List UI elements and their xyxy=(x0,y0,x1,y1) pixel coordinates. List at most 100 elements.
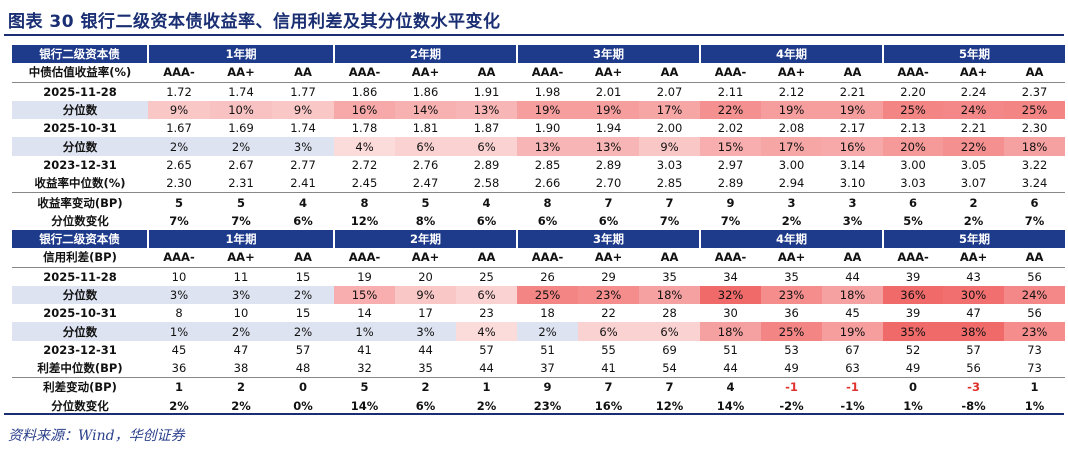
table-cell: 48 xyxy=(272,359,335,379)
section-header-row: 银行二级资本债 1年期 2年期 3年期 4年期 5年期 xyxy=(12,45,1066,64)
table-cell: 6% xyxy=(456,285,518,305)
table-cell: 6% xyxy=(598,213,619,228)
table-cell: 1.94 xyxy=(595,121,622,136)
period-header: 1年期 xyxy=(146,229,335,249)
grade-header: AA xyxy=(1025,250,1044,265)
table-cell: 22% xyxy=(943,137,1005,156)
table-cell: 4 xyxy=(726,380,735,395)
table-cell: 2 xyxy=(236,380,245,395)
table-cell: 25% xyxy=(1004,100,1066,120)
source-note: 资料来源：Wind，华创证券 xyxy=(8,428,185,444)
row-label: 2025-11-28 xyxy=(12,266,148,286)
table-cell: 55 xyxy=(601,342,616,357)
table-row: 分位数变化 2% 2% 0% 14% 6% 2% 23% 16% 12% 14% -2% -1% 1% -8… xyxy=(12,397,1065,415)
grade-header: AAA- xyxy=(163,65,195,80)
grade-header: AA xyxy=(660,250,679,265)
table-cell: 3.05 xyxy=(960,157,987,172)
table-cell: 2.77 xyxy=(290,157,316,172)
table-row: 2025-11-28 1.72 1.74 1.77 1.86 1.86 1.91 1.98 2.… xyxy=(12,81,1066,101)
grade-header: AA+ xyxy=(227,65,255,80)
table-cell: 0% xyxy=(293,398,313,413)
table-cell: 44 xyxy=(700,359,762,379)
table-cell: 7% xyxy=(659,213,680,228)
table-cell: 2.70 xyxy=(578,174,640,194)
table-cell: 15% xyxy=(700,137,762,156)
table-cell: 57 xyxy=(479,342,494,357)
table-cell: 43 xyxy=(943,266,1005,286)
grade-header-row: 信用利差(BP) AAA- AA+ AA AAA- AA+ AA AAA- AA+ AA AAA- A… xyxy=(12,248,1065,267)
table-cell: 22% xyxy=(700,100,762,120)
table-cell: 39 xyxy=(905,306,921,321)
table-cell: 1.74 xyxy=(210,81,272,101)
table-cell: 56 xyxy=(1027,306,1042,321)
table-row: 2025-10-31 8 10 15 14 17 23 18 22 28 30 36 45 39 47 56 xyxy=(12,304,1065,322)
table-cell: 12% xyxy=(350,213,379,228)
table-cell: 2% xyxy=(210,137,272,156)
table-cell: 36 xyxy=(784,306,799,321)
table-cell: 6% xyxy=(456,137,518,156)
table-row: 利差中位数(BP) 36 38 48 32 35 44 37 41 54 44 49 63 49 56 73 xyxy=(12,359,1066,379)
period-header: 5年期 xyxy=(882,45,1066,64)
grade-header-row: 中债估值收益率(%) AAA- AA+ AA AAA- AA+ AA AAA- AA+ AA AAA… xyxy=(12,63,1065,82)
section-label: 银行二级资本债 xyxy=(12,45,148,64)
table-cell: 3.10 xyxy=(822,174,884,194)
table-cell: 18% xyxy=(700,322,762,341)
table-cell: 2.08 xyxy=(778,121,805,136)
grade-header: AA+ xyxy=(959,250,988,265)
table-cell: 36% xyxy=(883,285,944,305)
table-cell: 54 xyxy=(639,359,701,379)
table-cell: 3.03 xyxy=(883,174,944,194)
yield-spread-table: 银行二级资本债 1年期 2年期 3年期 4年期 5年期 中债估值收益率(%) AAA- AA+ A… xyxy=(12,45,1066,415)
table-cell: 69 xyxy=(662,342,677,357)
table-cell: 1.77 xyxy=(272,81,335,101)
table-cell: -8% xyxy=(961,398,986,413)
table-cell: 4 xyxy=(299,195,308,210)
table-cell: 1.69 xyxy=(228,121,254,136)
table-cell: 9% xyxy=(148,100,210,120)
period-header: 3年期 xyxy=(516,45,701,64)
table-row: 利差变动(BP) 1 2 0 5 2 1 9 7 7 4 -1 -1 0 -3 1 xyxy=(12,378,1065,397)
grade-header: AA xyxy=(477,250,496,265)
table-cell: 7 xyxy=(604,195,613,210)
table-cell: 23% xyxy=(761,285,823,305)
table-cell: 0 xyxy=(299,380,308,395)
grade-header: AAA- xyxy=(163,250,195,265)
table-cell: 7 xyxy=(665,195,674,210)
table-cell: 2.41 xyxy=(272,174,335,194)
table-row: 分位数 9% 10% 9% 16% 14% 13% 19% 19% 17% 22% 19% 19% 25%… xyxy=(12,100,1066,120)
bottom-rule xyxy=(4,413,1064,415)
table-cell: 1.86 xyxy=(395,81,457,101)
table-cell: 51 xyxy=(540,342,555,357)
table-cell: -1% xyxy=(840,398,865,413)
metric-label: 信用利差(BP) xyxy=(43,250,117,265)
grade-header: AA xyxy=(660,65,679,80)
table-cell: 5 xyxy=(360,380,369,395)
table-row: 2023-12-31 2.65 2.67 2.77 2.72 2.76 2.89 2.85 2.… xyxy=(12,156,1065,174)
row-label: 分位数 xyxy=(12,100,148,120)
table-cell: 18% xyxy=(1004,137,1066,156)
table-cell: 18% xyxy=(639,285,701,305)
table-cell: 2.94 xyxy=(761,174,823,194)
table-cell: 19 xyxy=(334,266,396,286)
table-cell: 2.30 xyxy=(1021,121,1048,136)
table-cell: 24% xyxy=(1004,285,1066,305)
table-cell: 23 xyxy=(479,306,494,321)
title-rule xyxy=(4,34,1064,36)
table-cell: 2.12 xyxy=(761,81,823,101)
table-cell: 8 xyxy=(360,195,369,210)
table-cell: 19% xyxy=(822,322,884,341)
table-cell: 25% xyxy=(517,285,579,305)
grade-header: AAA- xyxy=(714,250,747,265)
table-cell: 2.58 xyxy=(456,174,518,194)
table-cell: 2.89 xyxy=(595,157,622,172)
table-cell: 1 xyxy=(174,380,183,395)
table-cell: 15% xyxy=(334,285,396,305)
table-cell: 67 xyxy=(845,342,860,357)
table-cell: 19% xyxy=(578,100,640,120)
table-cell: 37 xyxy=(517,359,579,379)
table-cell: 12% xyxy=(655,398,684,413)
table-cell: 18% xyxy=(822,285,884,305)
table-cell: 6% xyxy=(293,213,313,228)
table-cell: 17 xyxy=(418,306,433,321)
table-row: 分位数 1% 2% 2% 1% 3% 4% 2% 6% 6% 18% 25% 19% 35% 38% 23% xyxy=(12,322,1066,341)
